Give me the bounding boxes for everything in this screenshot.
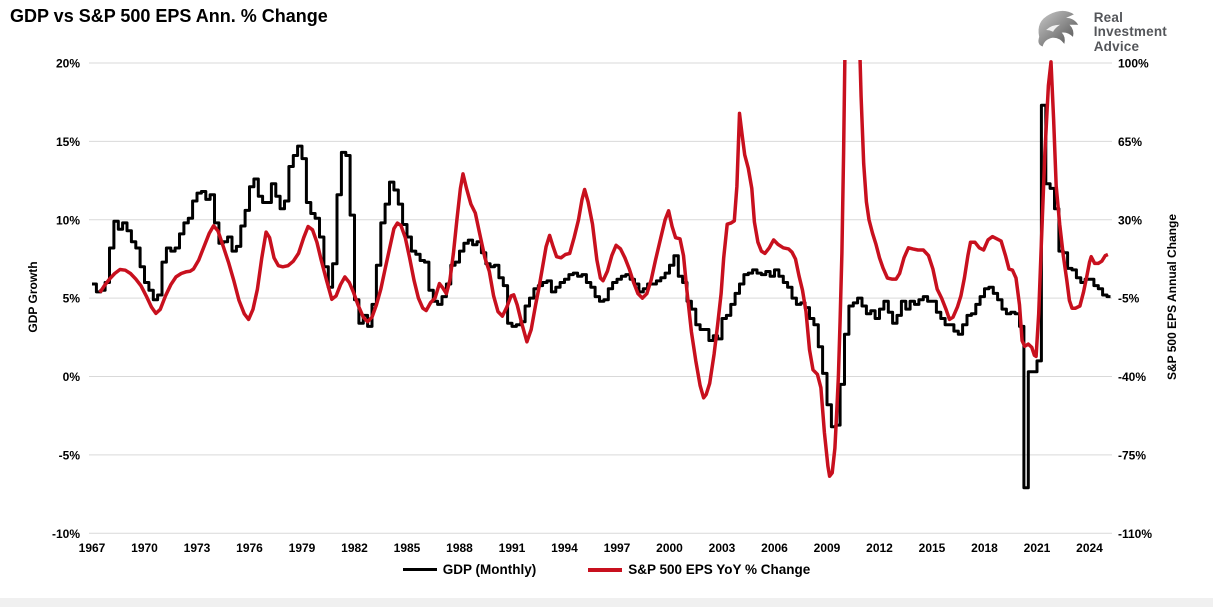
x-axis-tick: 2015 xyxy=(919,541,946,555)
y-axis-left-tick: 15% xyxy=(56,135,80,149)
x-axis-tick: 1997 xyxy=(604,541,631,555)
chart-legend: GDP (Monthly) S&P 500 EPS YoY % Change xyxy=(0,562,1213,577)
ria-logo: Real Investment Advice xyxy=(1034,7,1167,58)
x-axis-tick: 1970 xyxy=(131,541,158,555)
page-title: GDP vs S&P 500 EPS Ann. % Change xyxy=(10,6,328,26)
legend-label: S&P 500 EPS YoY % Change xyxy=(628,562,811,577)
y-axis-right-tick: -40% xyxy=(1118,370,1146,384)
y-axis-left-tick: 5% xyxy=(63,292,81,306)
gdp-line-swatch-icon xyxy=(402,568,437,571)
x-axis-tick: 2012 xyxy=(866,541,893,555)
x-axis-tick: 2024 xyxy=(1076,541,1103,555)
y-axis-right-title: S&P 500 EPS Annual Change xyxy=(1165,213,1179,381)
series-gdp-monthly xyxy=(92,103,1111,490)
y-axis-right-tick: 65% xyxy=(1118,135,1142,149)
x-axis-tick: 1967 xyxy=(79,541,106,555)
y-axis-right-tick: -110% xyxy=(1118,527,1152,541)
legend-item-eps: S&P 500 EPS YoY % Change xyxy=(588,562,810,577)
y-axis-right-tick: 100% xyxy=(1118,57,1149,71)
legend-label: GDP (Monthly) xyxy=(442,562,537,577)
y-axis-left-tick: 20% xyxy=(56,57,80,71)
legend-item-gdp: GDP (Monthly) xyxy=(402,562,537,577)
x-axis-tick: 2018 xyxy=(971,541,998,555)
eps-line-swatch-icon xyxy=(588,567,623,572)
ria-logo-line: Advice xyxy=(1093,38,1140,54)
series-sp500-eps-yoy xyxy=(98,60,1109,478)
x-axis-tick: 2009 xyxy=(814,541,841,555)
ria-logo-eagle-icon xyxy=(1034,7,1086,58)
y-axis-right-tick: -5% xyxy=(1118,292,1140,306)
y-axis-left-tick: 0% xyxy=(63,370,81,384)
y-axis-right-tick: 30% xyxy=(1118,213,1142,227)
y-axis-left-tick: -10% xyxy=(52,527,80,541)
x-axis-tick: 1988 xyxy=(446,541,473,555)
ria-logo-text: Real Investment Advice xyxy=(1094,11,1167,53)
x-axis-tick: 2006 xyxy=(761,541,788,555)
x-axis-tick: 1985 xyxy=(394,541,421,555)
x-axis-tick: 2000 xyxy=(656,541,683,555)
x-axis-tick: 1976 xyxy=(236,541,263,555)
x-axis-tick: 1982 xyxy=(341,541,368,555)
ria-logo-line: Investment xyxy=(1093,24,1167,40)
y-axis-left-tick: -5% xyxy=(59,448,81,462)
x-axis-tick: 1979 xyxy=(289,541,316,555)
y-axis-right-tick: -75% xyxy=(1118,448,1146,462)
bottom-border xyxy=(0,598,1213,607)
y-axis-left-tick: 10% xyxy=(56,213,80,227)
x-axis-tick: 1994 xyxy=(551,541,578,555)
x-axis-tick: 1991 xyxy=(499,541,526,555)
x-axis-tick: 2021 xyxy=(1024,541,1051,555)
ria-logo-line: Real xyxy=(1093,10,1124,26)
y-axis-left-title: GDP Growth xyxy=(26,261,40,333)
x-axis-tick: 1973 xyxy=(184,541,211,555)
x-axis-tick: 2003 xyxy=(709,541,736,555)
